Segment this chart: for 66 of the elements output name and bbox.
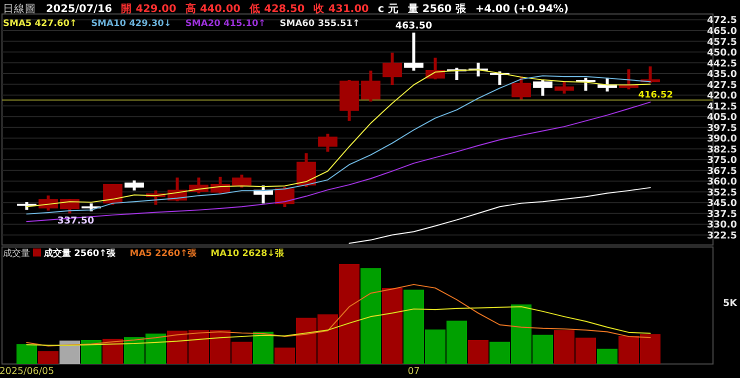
annotation: 337.50 [57, 215, 94, 226]
y-tick-label: 442.5 [706, 58, 737, 70]
candlestick [512, 76, 531, 100]
annotation: 463.50 [395, 20, 432, 32]
bar [81, 340, 102, 364]
annotation: 低 428.50 [248, 3, 305, 15]
y-tick-label: 390.0 [706, 134, 738, 145]
y-tick-label: 472.5 [706, 15, 737, 26]
y-tick-label: 420.0 [706, 90, 738, 102]
candlestick [232, 174, 252, 188]
y-tick-label: 322.5 [706, 230, 737, 242]
annotation: +4.00 (+0.94%) [475, 3, 568, 15]
y-tick-label: 397.5 [706, 122, 737, 134]
y-tick-label: 465.0 [706, 26, 738, 37]
text: SMA5 427.60↑ [3, 19, 78, 29]
candlestick [124, 180, 144, 190]
text: SMA20 415.10↑ [185, 19, 266, 29]
bar [253, 332, 274, 364]
bar [382, 288, 402, 364]
y-tick-label: 330.0 [706, 220, 738, 231]
candlestick [404, 32, 424, 71]
candlestick [296, 153, 316, 187]
y-tick-label: 337.5 [706, 208, 737, 220]
annotation: 量 2560 張 [406, 3, 468, 15]
text: MA5 2260↑張 [130, 248, 198, 259]
text: SMA60 355.51↑ [280, 19, 360, 29]
y-tick-label: 457.5 [706, 36, 737, 48]
y-tick-label: 382.5 [706, 144, 737, 156]
candlestick [382, 52, 402, 86]
candlestick [533, 80, 552, 96]
candlestick [103, 184, 122, 205]
y-tick-label: 412.5 [706, 101, 737, 112]
text: 5K [723, 298, 738, 310]
candlestick [554, 81, 574, 94]
y-tick-label: 367.5 [706, 166, 737, 177]
annotation: 2025/07/16 [46, 3, 112, 15]
bar [38, 351, 58, 364]
annotation: 開 429.00 [121, 3, 176, 15]
bar [60, 340, 80, 364]
y-tick-label: 345.0 [706, 198, 738, 210]
bar [360, 268, 381, 364]
y-tick-label: 435.0 [706, 69, 738, 80]
y-tick-label: 427.5 [706, 80, 737, 91]
x-tick-label: 07 [408, 366, 420, 377]
line-series [348, 187, 651, 244]
chart-title: 成交量 [3, 248, 30, 259]
candlestick [361, 70, 380, 102]
chart-title: 日線圖 [3, 3, 36, 15]
x-tick-label: 2025/06/05 [0, 366, 54, 377]
bar [468, 340, 488, 364]
annotation: c 元 [378, 3, 399, 15]
bar [597, 348, 618, 364]
ref-line-label: 416.52 [638, 90, 673, 101]
text: MA10 2628↓張 [210, 248, 285, 259]
y-tick-label: 375.0 [706, 155, 738, 166]
line-series [26, 102, 651, 222]
y-tick-label: 360.0 [706, 176, 738, 188]
candlestick [318, 134, 338, 152]
annotation: 高 440.00 [185, 2, 240, 15]
y-tick-label: 405.0 [706, 112, 738, 124]
text: SMA10 429.30↓ [91, 19, 172, 29]
bar [16, 344, 37, 364]
annotation: 收 431.00 [314, 3, 369, 15]
y-tick-label: 352.5 [706, 187, 737, 198]
y-tick-label: 450.0 [706, 48, 738, 59]
legend-label: 成交量 2560↑張 [43, 248, 117, 259]
